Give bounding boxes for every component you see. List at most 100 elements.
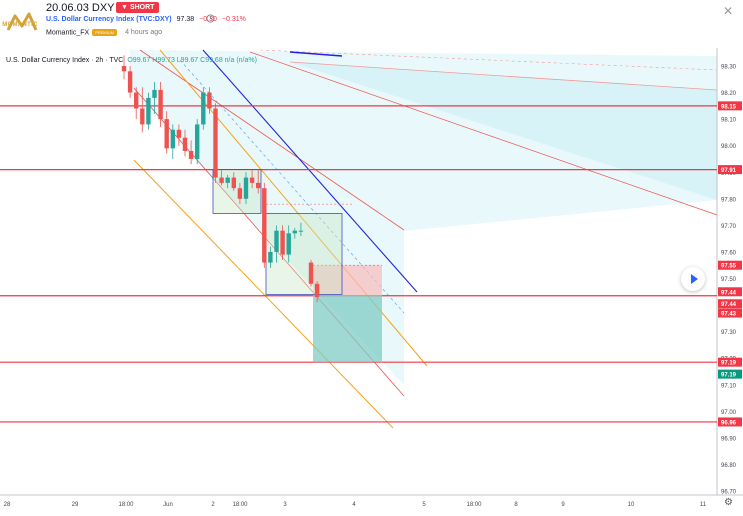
symbol-change-pct: −0.31% <box>221 16 246 23</box>
momantic-logo-icon <box>6 12 38 31</box>
symbol-link[interactable]: U.S. Dollar Currency Index (TVC:DXY) <box>46 16 172 23</box>
price-chart[interactable]: 98.3098.2098.1098.0097.9097.8097.7097.60… <box>0 48 743 511</box>
candle-body <box>262 188 267 263</box>
play-button[interactable] <box>681 267 705 291</box>
candle-body <box>286 233 291 255</box>
channel-line-orange <box>133 159 394 429</box>
price-label-bg <box>718 101 742 111</box>
symbol-row: U.S. Dollar Currency Index (TVC:DXY) 97.3… <box>46 16 246 23</box>
short-badge: ▼ SHORT <box>116 2 160 13</box>
price-label: 97.91 <box>721 168 737 174</box>
candle-body <box>298 230 304 232</box>
range-box <box>265 213 343 295</box>
channel-mid-dashed <box>179 59 405 314</box>
y-tick-label: 96.80 <box>721 463 737 469</box>
candle-body <box>121 66 127 72</box>
candle-body <box>201 92 206 125</box>
price-label-bg <box>718 287 742 297</box>
y-tick-label: 97.60 <box>721 250 737 256</box>
x-tick-label: 5 <box>422 502 426 508</box>
x-tick-label: 18:00 <box>232 502 248 508</box>
chart-area[interactable]: 98.3098.2098.1098.0097.9097.8097.7097.60… <box>0 48 743 511</box>
candle-body <box>188 151 194 159</box>
y-tick-label: 97.10 <box>721 383 737 389</box>
legend-symbol: U.S. Dollar Currency Index · 2h · TVC <box>6 57 124 64</box>
x-tick-label: 9 <box>561 502 565 508</box>
price-label: 97.44 <box>721 290 737 296</box>
fan-zone <box>290 62 717 200</box>
candle-body <box>249 177 255 183</box>
candle-body <box>158 89 163 120</box>
price-label: 97.19 <box>721 361 737 367</box>
premium-badge: PREMIUM <box>92 29 118 36</box>
price-label-bg <box>718 369 742 379</box>
y-tick-label: 98.10 <box>721 118 737 124</box>
badge-label: SHORT <box>129 4 155 11</box>
candle-body <box>231 177 236 189</box>
channel-line-blue <box>202 49 418 293</box>
y-tick-label: 98.20 <box>721 91 737 97</box>
candle-body <box>140 108 145 125</box>
clock-icon[interactable] <box>206 14 215 23</box>
candle-body <box>164 119 169 149</box>
symbol-price: 97.38 <box>176 16 195 23</box>
price-label-bg <box>718 357 742 367</box>
blue-segment <box>289 51 343 57</box>
target-zone <box>313 295 382 363</box>
candle-body <box>195 124 200 159</box>
candle-body <box>176 129 182 138</box>
x-tick-label: 28 <box>4 502 11 508</box>
x-tick-label: 18:00 <box>466 502 482 508</box>
candle-body <box>256 182 261 189</box>
x-tick-label: 29 <box>72 502 79 508</box>
price-label-bg <box>718 299 742 309</box>
fan-line-dashed <box>259 49 718 71</box>
x-tick-label: 11 <box>700 502 707 508</box>
x-tick-label: 4 <box>352 502 356 508</box>
chart-legend: U.S. Dollar Currency Index · 2h · TVC O99… <box>6 57 257 64</box>
price-axis <box>717 48 743 511</box>
author-name[interactable]: Momantic_FX <box>46 29 90 37</box>
arrow-down-icon: ▼ <box>121 4 128 11</box>
chart-header: MOMANTIC 20.06.03 DXY ▼ SHORT ✕ U.S. Doll… <box>0 0 743 42</box>
price-label: 97.44 <box>721 302 737 308</box>
candle-body <box>152 89 157 98</box>
stop-zone <box>313 265 382 296</box>
y-tick-label: 97.70 <box>721 224 737 230</box>
candle-body <box>170 129 175 149</box>
y-tick-label: 97.30 <box>721 330 737 336</box>
idea-title: 20.06.03 DXY <box>46 2 115 14</box>
gear-icon[interactable]: ⚙ <box>724 497 733 508</box>
author-row: Momantic_FX PREMIUM 4 hours ago <box>46 29 162 36</box>
range-box <box>212 169 262 214</box>
y-tick-label: 96.70 <box>721 490 737 496</box>
candle-body <box>219 177 224 183</box>
close-icon[interactable]: ✕ <box>722 4 733 18</box>
candle-body <box>268 251 273 263</box>
price-label: 96.96 <box>721 420 737 426</box>
candle-body <box>280 230 285 255</box>
candle-body <box>127 71 133 93</box>
price-label: 97.55 <box>721 264 737 270</box>
symbol-change: −0.30 <box>199 16 217 23</box>
candle-body <box>274 230 279 252</box>
y-tick-label: 97.00 <box>721 410 737 416</box>
candle-body <box>243 177 249 199</box>
price-label-bg <box>718 308 742 318</box>
x-tick-label: Jun <box>163 502 173 508</box>
y-tick-label: 97.50 <box>721 277 737 283</box>
price-label-bg <box>718 260 742 270</box>
price-label-bg <box>718 417 742 427</box>
legend-ohlc: O99.67 H99.73 L99.67 C99.68 n/a (n/a%) <box>127 57 257 64</box>
logo-text: MOMANTIC <box>2 22 38 28</box>
candle-body <box>314 283 320 298</box>
price-label: 97.19 <box>721 373 737 379</box>
price-label: 97.43 <box>721 312 737 318</box>
candle-body <box>292 230 297 234</box>
x-tick-label: 2 <box>211 502 215 508</box>
x-tick-label: 8 <box>514 502 518 508</box>
candle-body <box>207 92 212 109</box>
candle-body <box>308 262 314 284</box>
candle-body <box>134 92 139 109</box>
y-tick-label: 97.80 <box>721 197 737 203</box>
